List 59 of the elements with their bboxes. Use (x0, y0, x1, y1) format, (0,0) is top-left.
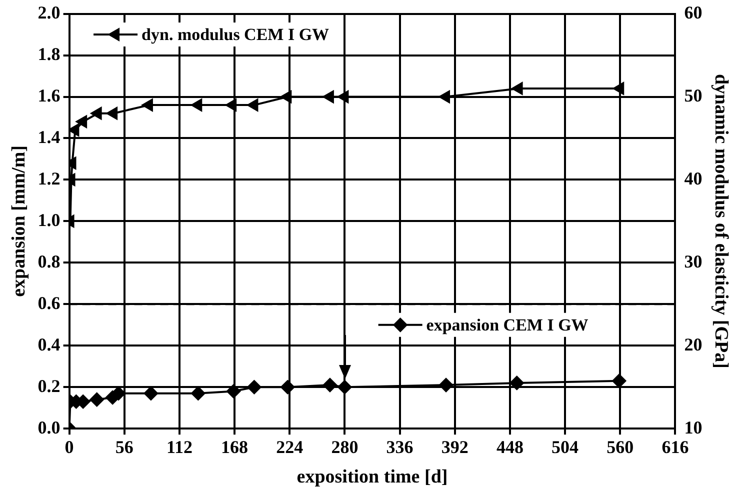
point (142, 98, 153, 112)
point (338, 380, 352, 394)
y-tick-label: 1.2 (38, 168, 60, 188)
y2-tick-label: 40 (684, 168, 702, 188)
y2-tick-label: 30 (684, 251, 702, 272)
point (613, 82, 624, 95)
x-tick-label: 56 (115, 437, 134, 458)
point (512, 82, 523, 95)
legend-label: expansion CEM I GW (426, 315, 588, 334)
y2-tick-label: 20 (684, 334, 702, 354)
x-tick-label: 392 (441, 437, 468, 458)
point (247, 98, 258, 112)
y-tick-label: 2.0 (38, 2, 60, 22)
y-tick-label: 0.6 (38, 292, 60, 313)
y-tick-label: 1.4 (38, 126, 60, 147)
y2-tick-label: 60 (684, 2, 702, 22)
y-tick-label: 0.4 (38, 334, 60, 354)
point (322, 378, 337, 392)
y2-tick-label: 10 (684, 417, 702, 438)
point (144, 386, 158, 400)
point (69, 124, 80, 136)
legend-label: dyn. modulus CEM I GW (142, 24, 330, 44)
point (612, 374, 626, 388)
y-tick-label: 0.2 (38, 376, 60, 396)
point (322, 90, 334, 103)
point (90, 107, 102, 120)
y-tick-label: 1.8 (38, 44, 60, 64)
point (280, 90, 292, 103)
y2-tick-label: 50 (684, 85, 702, 106)
x-axis-title: exposition time [d] (296, 466, 448, 488)
x-tick-label: 336 (386, 437, 414, 458)
point (247, 380, 262, 394)
point (76, 115, 88, 128)
point (510, 376, 524, 390)
y2-axis-title: dynamic modulus of elasticity [GPa] (710, 74, 732, 368)
x-tick-label: 168 (221, 437, 248, 458)
y-tick-label: 0.0 (38, 417, 60, 438)
point (226, 384, 241, 398)
x-tick-label: 112 (166, 437, 192, 458)
x-tick-label: 504 (552, 437, 579, 458)
point (439, 90, 450, 103)
y-axis-title: expansion [mm/m] (8, 145, 30, 297)
y-tick-label: 1.0 (38, 210, 60, 230)
x-tick-label: 560 (606, 437, 634, 458)
point (226, 98, 237, 112)
x-tick-label: 280 (331, 437, 358, 458)
y-tick-label: 1.6 (38, 85, 60, 106)
x-tick-label: 448 (496, 437, 524, 458)
point (280, 380, 295, 394)
y-tick-label: 0.8 (38, 251, 60, 272)
point (90, 392, 104, 407)
point (191, 386, 206, 400)
point (191, 98, 202, 112)
x-tick-label: 616 (662, 437, 689, 458)
point (106, 107, 118, 120)
x-tick-label: 0 (64, 437, 74, 458)
x-tick-label: 224 (276, 437, 304, 458)
point (338, 90, 349, 103)
point (439, 378, 454, 392)
